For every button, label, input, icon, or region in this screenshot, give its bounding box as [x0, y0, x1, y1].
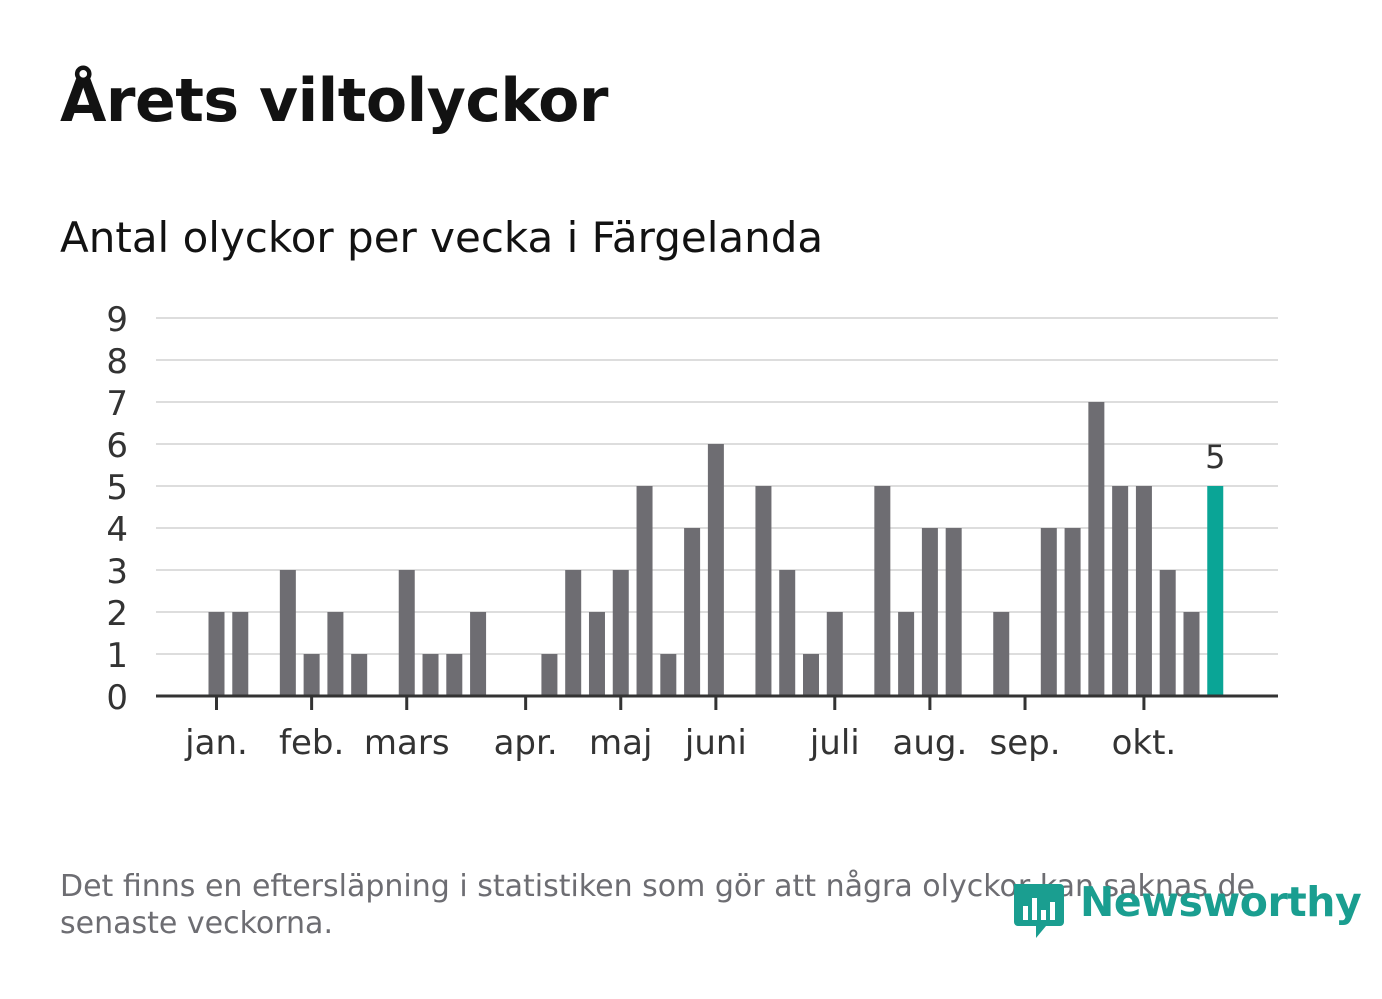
chart-title: Årets viltolyckor	[60, 66, 609, 136]
data-label: 5	[1205, 438, 1225, 476]
bar	[565, 570, 582, 696]
bar	[398, 570, 415, 696]
bar	[684, 528, 701, 696]
bar	[327, 612, 344, 696]
bar	[1183, 612, 1200, 696]
bar	[779, 570, 796, 696]
bar	[1088, 402, 1105, 696]
bar	[541, 654, 558, 696]
x-tick-label: aug.	[893, 723, 968, 763]
y-tick-label: 5	[106, 468, 128, 508]
bar-highlight	[1207, 486, 1224, 696]
x-tick-label: juli	[809, 723, 860, 763]
y-tick-label: 3	[106, 552, 128, 592]
bar	[1064, 528, 1081, 696]
x-tick-label: jan.	[184, 723, 248, 763]
bar	[232, 612, 249, 696]
logo-wordmark: Newsworthy	[1080, 878, 1362, 926]
bar	[636, 486, 653, 696]
bar	[612, 570, 629, 696]
bar	[446, 654, 463, 696]
bar	[921, 528, 938, 696]
bar	[422, 654, 439, 696]
y-tick-label: 7	[106, 384, 128, 424]
chart-subtitle: Antal olyckor per vecka i Färgelanda	[60, 213, 824, 262]
bar	[208, 612, 225, 696]
y-tick-label: 0	[106, 678, 128, 718]
x-tick-label: mars	[364, 723, 450, 763]
bar	[755, 486, 772, 696]
y-tick-label: 9	[106, 300, 128, 340]
newsworthy-logo: Newsworthy	[1010, 876, 1362, 942]
y-tick-label: 8	[106, 342, 128, 382]
bar	[303, 654, 320, 696]
bar	[588, 612, 605, 696]
bar	[1112, 486, 1129, 696]
x-tick-label: juni	[684, 723, 747, 763]
bar	[470, 612, 487, 696]
y-tick-label: 2	[106, 594, 128, 634]
bar	[945, 528, 962, 696]
bar	[826, 612, 843, 696]
bar	[898, 612, 915, 696]
x-tick-label: okt.	[1112, 723, 1177, 763]
bar	[660, 654, 677, 696]
bar	[1135, 486, 1152, 696]
y-tick-label: 1	[106, 636, 128, 676]
bar	[1040, 528, 1057, 696]
bar	[351, 654, 368, 696]
x-tick-label: apr.	[494, 723, 558, 763]
x-tick-label: maj	[589, 723, 652, 763]
bar	[803, 654, 819, 696]
bar	[874, 486, 891, 696]
bar	[279, 570, 296, 696]
bar	[993, 612, 1010, 696]
newsworthy-bars-icon	[1014, 884, 1064, 938]
y-tick-label: 6	[106, 426, 128, 466]
bar	[707, 444, 724, 696]
y-tick-label: 4	[106, 510, 128, 550]
x-tick-label: feb.	[279, 723, 344, 763]
x-tick-label: sep.	[990, 723, 1061, 763]
bar	[1159, 570, 1176, 696]
